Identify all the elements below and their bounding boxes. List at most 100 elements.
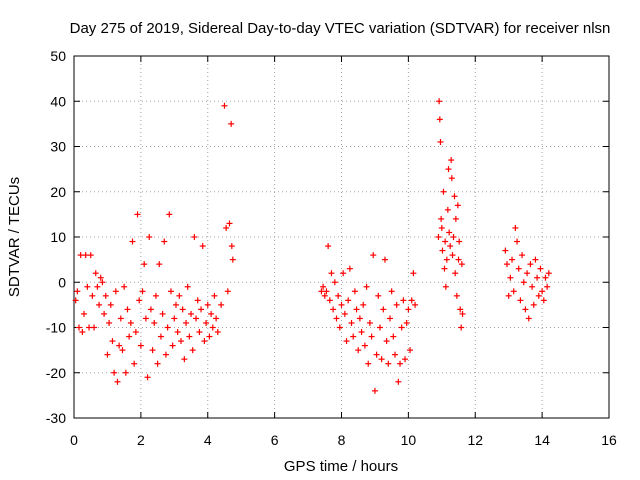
data-point <box>353 306 360 313</box>
data-point <box>515 265 522 272</box>
data-point <box>544 283 551 290</box>
data-point <box>390 333 397 340</box>
data-point <box>447 243 454 250</box>
y-tick-label: 20 <box>50 184 66 200</box>
data-point <box>157 333 164 340</box>
data-point <box>451 193 458 200</box>
data-point <box>435 234 442 240</box>
data-point <box>151 319 158 326</box>
data-point <box>381 256 388 263</box>
data-point <box>194 297 201 304</box>
data-point <box>172 301 179 308</box>
data-point <box>331 279 338 286</box>
data-point <box>326 297 333 304</box>
data-point <box>229 256 236 263</box>
data-point <box>457 306 464 313</box>
data-point <box>109 338 116 345</box>
data-point <box>453 292 460 299</box>
x-tick-label: 8 <box>338 432 346 448</box>
data-point <box>152 292 159 299</box>
data-point <box>402 356 409 363</box>
data-point <box>398 324 405 331</box>
data-point <box>458 324 465 331</box>
data-point <box>81 310 88 317</box>
data-point <box>403 319 410 326</box>
data-point <box>149 347 156 354</box>
data-point <box>136 297 143 304</box>
data-point <box>446 229 453 236</box>
data-point <box>542 274 549 281</box>
data-point <box>193 315 200 322</box>
data-point <box>361 342 368 349</box>
data-point <box>198 306 205 313</box>
data-point <box>226 220 233 227</box>
data-point <box>99 279 106 286</box>
data-point <box>437 138 444 145</box>
data-point <box>540 297 547 304</box>
data-point <box>380 306 387 313</box>
data-point <box>318 288 325 295</box>
data-point <box>169 342 176 349</box>
data-point <box>436 116 443 123</box>
data-point <box>527 261 534 268</box>
data-point <box>346 265 353 272</box>
data-point <box>376 324 383 331</box>
data-point <box>209 324 216 331</box>
data-point <box>191 234 198 240</box>
data-point <box>512 224 519 231</box>
data-point <box>448 157 455 164</box>
data-point <box>154 360 161 367</box>
data-point <box>360 301 367 308</box>
data-point <box>82 252 89 259</box>
data-point <box>393 301 400 308</box>
data-point <box>86 324 93 331</box>
data-point <box>348 319 355 326</box>
data-point <box>156 261 163 268</box>
data-point <box>181 356 188 363</box>
x-tick-label: 6 <box>271 432 279 448</box>
data-point <box>438 215 445 222</box>
data-point <box>188 310 195 317</box>
data-point <box>383 338 390 345</box>
data-point <box>412 301 419 308</box>
data-point <box>79 329 86 336</box>
data-point <box>127 319 134 326</box>
data-point <box>410 270 417 277</box>
data-point <box>87 252 94 259</box>
x-tick-label: 12 <box>467 432 483 448</box>
data-point <box>510 288 517 295</box>
data-point <box>144 374 151 381</box>
data-point <box>445 166 452 173</box>
data-point <box>407 347 414 354</box>
data-point <box>119 347 126 354</box>
data-point <box>507 274 514 281</box>
data-point <box>356 315 363 322</box>
data-point <box>343 338 350 345</box>
data-point <box>438 224 445 231</box>
y-tick-label: -10 <box>46 320 66 336</box>
data-point <box>196 329 203 336</box>
data-point <box>166 211 173 218</box>
data-point <box>102 292 109 299</box>
data-point <box>97 274 104 281</box>
data-point <box>214 329 221 336</box>
data-point <box>176 292 183 299</box>
data-point <box>162 351 169 358</box>
data-point <box>328 270 335 277</box>
data-point <box>351 288 358 295</box>
data-point <box>121 283 128 290</box>
data-point <box>137 342 144 349</box>
data-point <box>392 351 398 358</box>
data-point <box>171 315 178 322</box>
data-point <box>524 270 531 277</box>
data-point <box>442 238 449 245</box>
data-points <box>72 98 552 394</box>
data-point <box>335 292 342 299</box>
data-point <box>436 98 443 105</box>
data-point <box>539 288 546 295</box>
data-point <box>529 283 536 290</box>
y-tick-label: 40 <box>50 93 66 109</box>
data-point <box>378 356 385 363</box>
data-point <box>141 261 148 268</box>
